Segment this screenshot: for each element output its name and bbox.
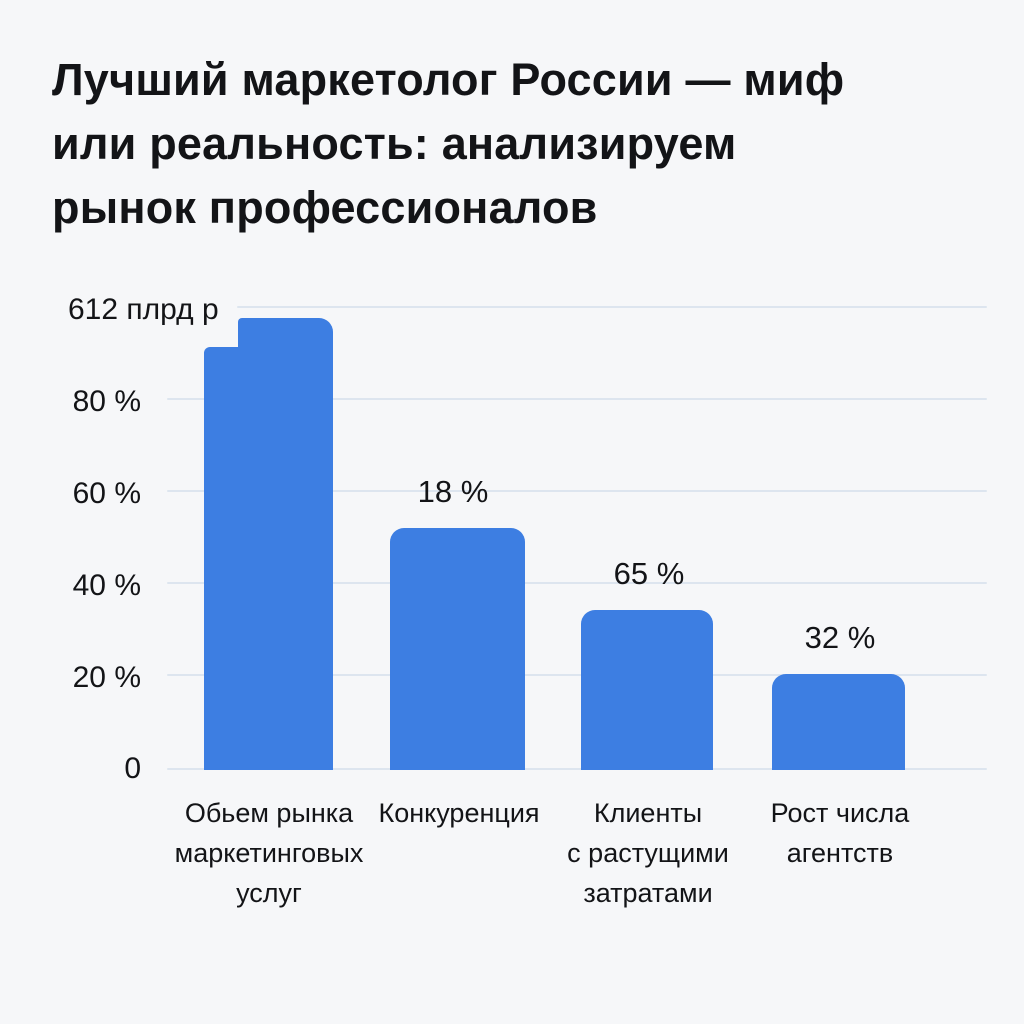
x-label-competition: Конкуренция xyxy=(378,793,539,833)
gridline-80 xyxy=(167,398,987,400)
gridline-20 xyxy=(167,674,987,676)
y-tick-top-612: 612 плрд р xyxy=(68,293,219,326)
title-line-1: Лучший маркетолог России — миф xyxy=(52,54,845,105)
x-label-line: услуг xyxy=(236,878,302,908)
y-tick-40: 40 % xyxy=(72,569,141,602)
title-line-2: или реальность: анализируем xyxy=(52,118,737,169)
x-label-clients: Клиенты с растущими затратами xyxy=(567,793,729,913)
bar-agency-growth xyxy=(772,674,905,770)
x-label-line: Конкуренция xyxy=(378,798,540,828)
value-label-agencies: 32 % xyxy=(804,620,876,655)
y-tick-20: 20 % xyxy=(72,661,141,694)
x-label-market-volume: Обьем рынка маркетинговых услуг xyxy=(175,793,364,913)
y-tick-60: 60 % xyxy=(72,477,141,510)
x-label-line: с растущими xyxy=(567,838,729,868)
bar-market-volume-step xyxy=(204,347,244,770)
x-label-line: затратами xyxy=(583,878,713,908)
gridline-top xyxy=(237,306,987,308)
x-label-line: Рост числа xyxy=(770,798,910,828)
title-line-3: рынок профессионалов xyxy=(52,182,598,233)
bar-competition xyxy=(390,528,525,770)
baseline xyxy=(167,768,987,770)
gridline-40 xyxy=(167,582,987,584)
bar-clients-rising-costs xyxy=(581,610,713,770)
x-label-line: Клиенты xyxy=(593,798,703,828)
x-label-line: Обьем рынка xyxy=(184,798,354,828)
y-tick-0: 0 xyxy=(124,752,141,785)
page-title: Лучший маркетолог России — миф или реаль… xyxy=(52,48,844,240)
bar-market-volume xyxy=(238,318,333,770)
gridline-60 xyxy=(167,490,987,492)
x-label-agencies: Рост числа агентств xyxy=(771,793,910,873)
x-label-line: агентств xyxy=(786,838,894,868)
y-tick-80: 80 % xyxy=(72,385,141,418)
value-label-competition: 18 % xyxy=(417,474,489,509)
value-label-clients: 65 % xyxy=(613,556,685,591)
x-label-line: маркетинговых xyxy=(174,838,364,868)
